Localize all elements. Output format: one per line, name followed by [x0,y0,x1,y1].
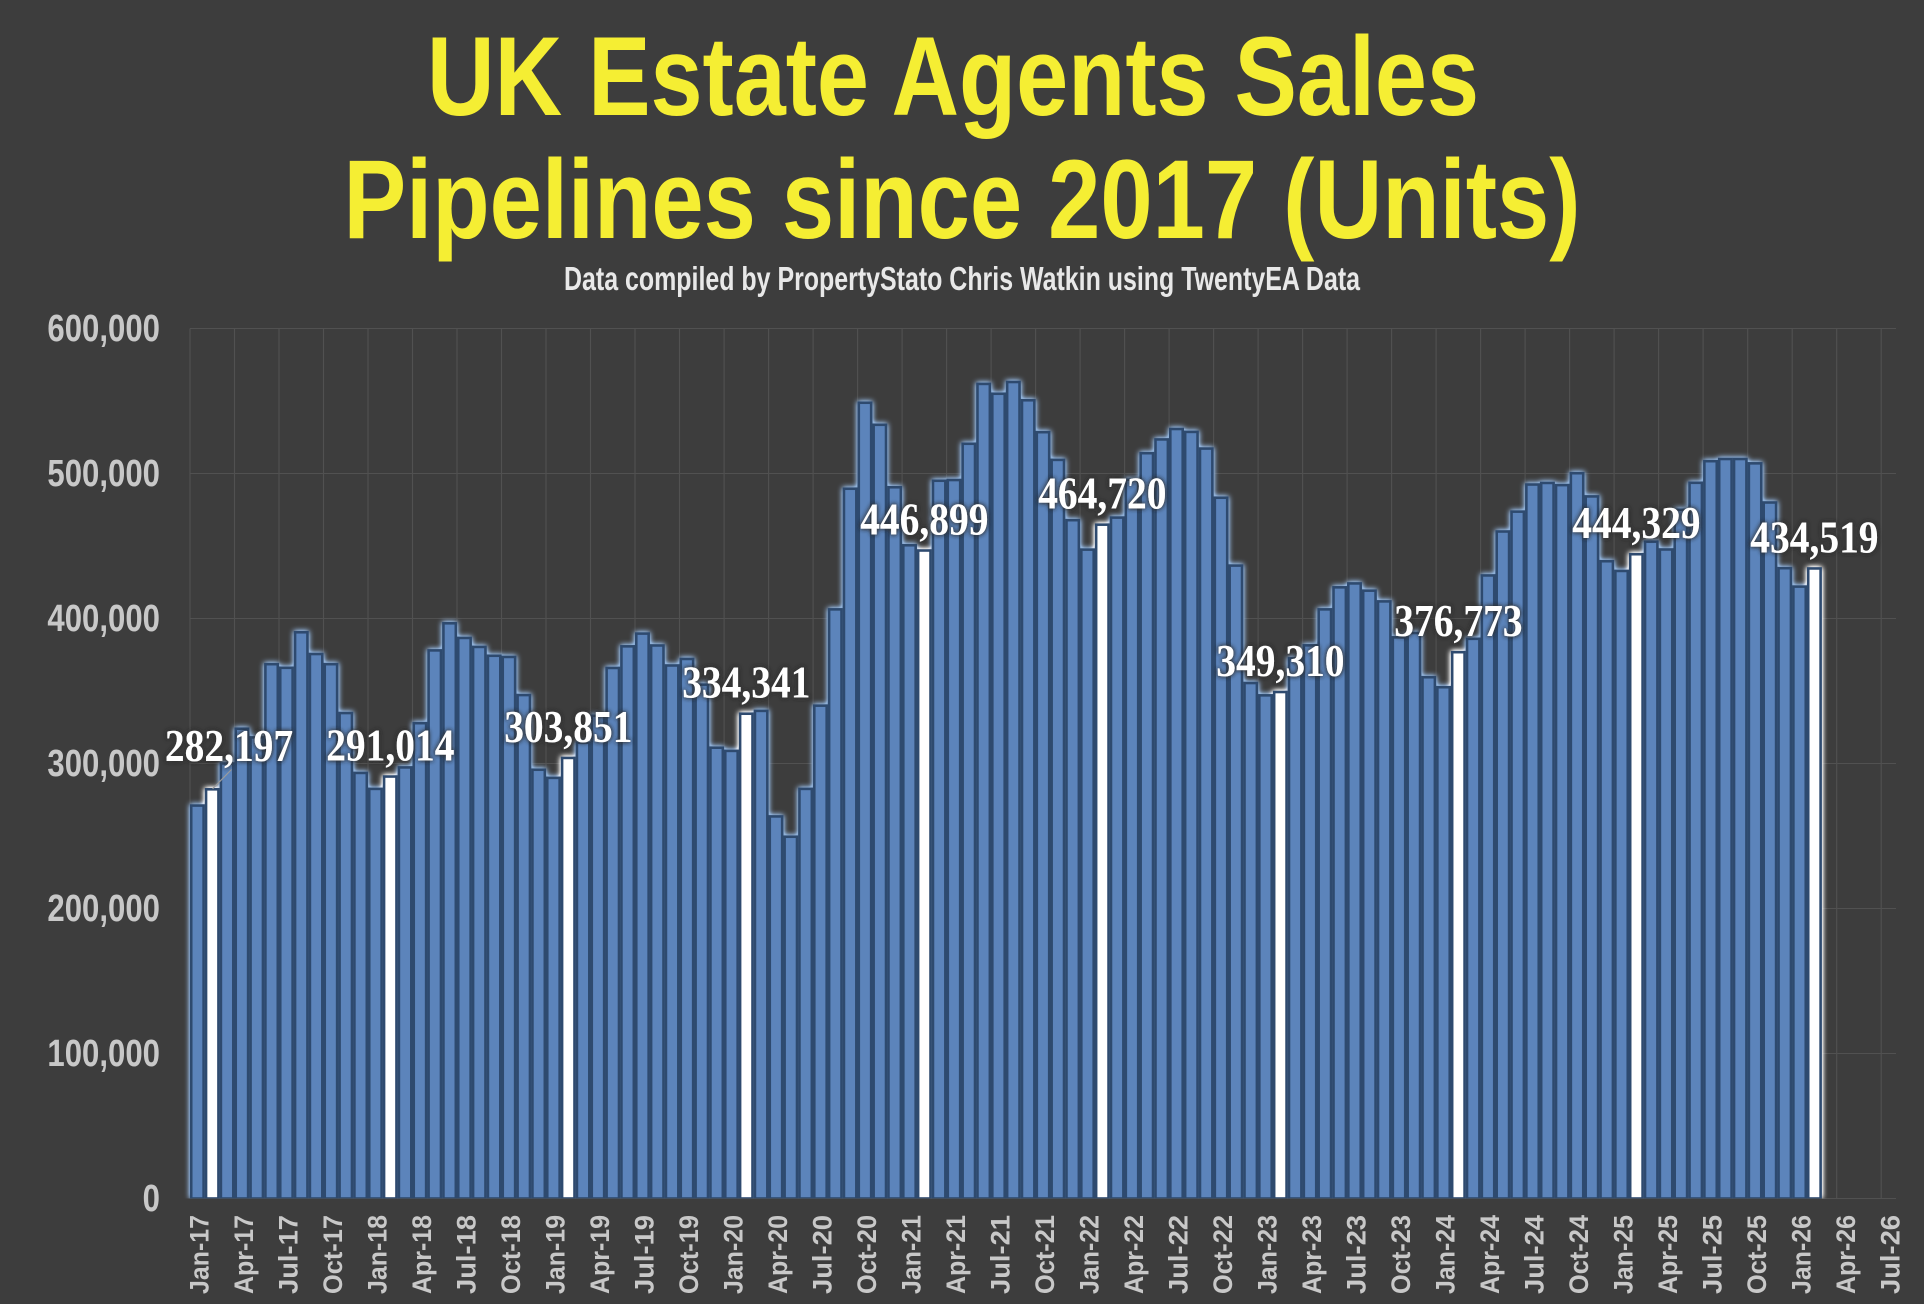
svg-text:Jul-22: Jul-22 [1164,1215,1194,1294]
svg-text:200,000: 200,000 [47,888,160,930]
svg-text:Jul-21: Jul-21 [986,1215,1016,1294]
svg-text:Oct-18: Oct-18 [496,1215,526,1294]
svg-text:444,329: 444,329 [1572,499,1700,549]
svg-text:Oct-17: Oct-17 [318,1215,348,1294]
svg-text:Oct-21: Oct-21 [1030,1215,1060,1294]
svg-text:UK Estate Agents Sales: UK Estate Agents Sales [427,14,1479,139]
svg-text:500,000: 500,000 [47,453,160,495]
svg-text:Oct-23: Oct-23 [1386,1215,1416,1294]
svg-text:Jan-18: Jan-18 [362,1215,392,1294]
svg-text:Oct-24: Oct-24 [1564,1215,1594,1294]
svg-text:Apr-26: Apr-26 [1831,1215,1861,1294]
svg-text:Jul-24: Jul-24 [1520,1215,1550,1294]
svg-text:Oct-22: Oct-22 [1208,1215,1238,1294]
svg-text:Apr-23: Apr-23 [1297,1215,1327,1294]
svg-text:Apr-24: Apr-24 [1475,1215,1505,1294]
svg-text:300,000: 300,000 [47,743,160,785]
svg-text:Oct-25: Oct-25 [1742,1215,1772,1294]
svg-text:434,519: 434,519 [1750,513,1878,563]
svg-text:349,310: 349,310 [1216,637,1344,687]
svg-text:Jan-26: Jan-26 [1787,1215,1817,1294]
svg-text:Jan-21: Jan-21 [897,1215,927,1294]
svg-text:Jan-19: Jan-19 [541,1215,571,1294]
svg-text:Jul-23: Jul-23 [1342,1215,1372,1294]
svg-text:Apr-25: Apr-25 [1653,1215,1683,1294]
svg-text:Jan-25: Jan-25 [1609,1215,1639,1294]
svg-text:Apr-18: Apr-18 [407,1215,437,1294]
svg-text:Data compiled by PropertyStato: Data compiled by PropertyStato Chris Wat… [564,260,1360,297]
svg-text:Oct-19: Oct-19 [674,1215,704,1294]
svg-text:Jan-17: Jan-17 [184,1215,214,1294]
svg-text:400,000: 400,000 [47,598,160,640]
svg-text:464,720: 464,720 [1038,469,1166,519]
svg-text:Jan-23: Jan-23 [1253,1215,1283,1294]
svg-text:Jul-18: Jul-18 [451,1215,481,1294]
svg-text:600,000: 600,000 [47,308,160,350]
svg-text:Apr-20: Apr-20 [763,1215,793,1294]
svg-text:Apr-22: Apr-22 [1119,1215,1149,1294]
svg-text:Jan-20: Jan-20 [719,1215,749,1294]
svg-text:282,197: 282,197 [165,722,293,772]
svg-text:Jan-22: Jan-22 [1075,1215,1105,1294]
svg-text:334,341: 334,341 [682,658,810,708]
svg-text:376,773: 376,773 [1394,597,1522,647]
svg-text:Oct-20: Oct-20 [852,1215,882,1294]
svg-text:100,000: 100,000 [47,1033,160,1075]
svg-text:Jul-17: Jul-17 [273,1215,303,1294]
svg-text:Jul-25: Jul-25 [1698,1215,1728,1294]
svg-text:Apr-19: Apr-19 [585,1215,615,1294]
svg-text:Jul-26: Jul-26 [1876,1215,1906,1294]
svg-text:Apr-17: Apr-17 [229,1215,259,1294]
svg-text:Apr-21: Apr-21 [941,1215,971,1294]
svg-text:Pipelines since 2017 (Units): Pipelines since 2017 (Units) [344,137,1581,262]
svg-text:291,014: 291,014 [326,721,454,771]
svg-text:Jul-19: Jul-19 [630,1215,660,1294]
svg-text:303,851: 303,851 [504,703,632,753]
svg-text:446,899: 446,899 [860,495,988,545]
svg-text:Jul-20: Jul-20 [808,1215,838,1294]
svg-text:0: 0 [143,1178,160,1220]
svg-text:Jan-24: Jan-24 [1431,1215,1461,1294]
